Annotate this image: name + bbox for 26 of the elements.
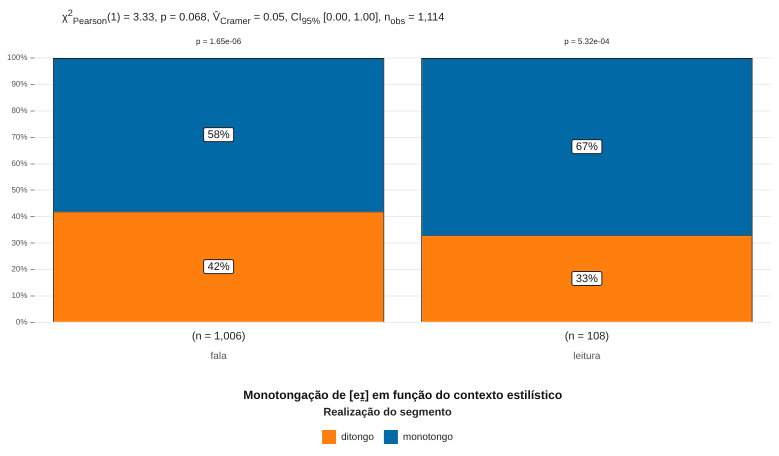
legend-label: ditongo (341, 432, 374, 443)
y-tick-label: 90% (11, 80, 28, 89)
y-tick-label: 60% (11, 158, 28, 168)
legend-label: monotongo (402, 432, 454, 443)
x-tick-label: leitura (573, 351, 601, 362)
y-tick-label: 0% (16, 318, 28, 327)
y-tick-label: 10% (11, 291, 28, 300)
legend-title: Realização do segmento (323, 406, 452, 418)
data-label: 58% (208, 129, 230, 142)
y-tick-label: 70% (11, 132, 28, 142)
y-tick-label: 40% (11, 212, 28, 221)
y-tick-label: 20% (11, 264, 28, 274)
y-tick-label: 30% (11, 238, 28, 248)
data-label: 67% (576, 141, 598, 154)
y-tick-label: 100% (6, 53, 28, 62)
y-tick-label: 50% (11, 185, 28, 194)
annotation: p = 1.65e-06 (196, 37, 242, 46)
text: (n = 1,006) (192, 330, 246, 342)
annotation: p = 5.32e-04 (564, 37, 610, 46)
chart-title: χ$^{2}$$_{Pearson}$(1) = 3.33, p = 0.068, V̂$_{Cramer}$ = 0.05, CI$_{95%}$ [0.00, 1.00], n$_{obs}$ = 1,114 (62, 8, 444, 26)
text: (n = 108) (564, 330, 610, 342)
data-label: 33% (576, 273, 598, 286)
y-tick-label: 80% (11, 106, 28, 116)
x-tick-label: fala (210, 351, 228, 362)
x-axis-title: Monotongação de [eɪ̯] em função do contexto estilístico (243, 388, 562, 402)
data-label: 42% (208, 261, 230, 274)
